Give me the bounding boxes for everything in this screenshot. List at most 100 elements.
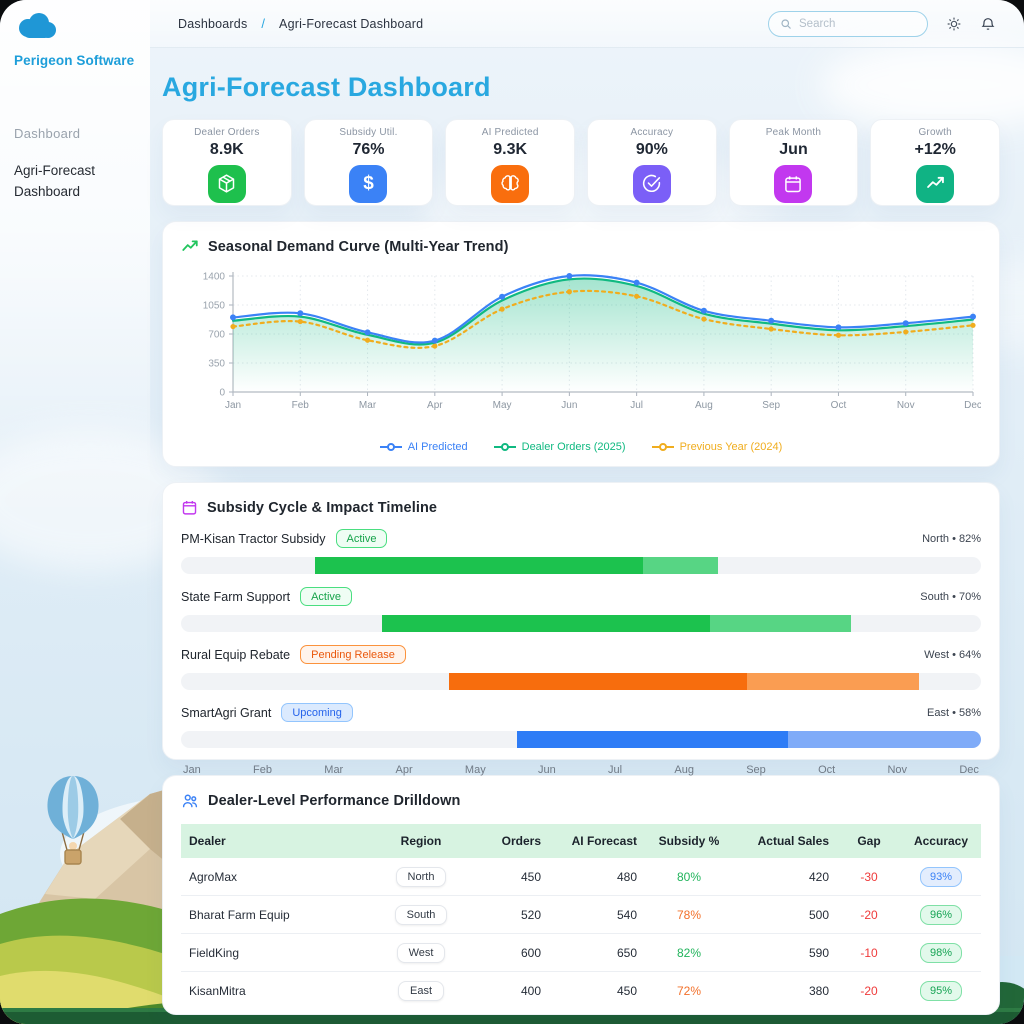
column-header-gap: Gap — [837, 824, 901, 858]
region-percentage-label: West • 64% — [924, 648, 981, 661]
accuracy-pill: 96% — [919, 904, 963, 925]
chart-legend: AI Predicted Dealer Orders (2025) Previo… — [181, 441, 981, 453]
month-label: Apr — [395, 764, 413, 776]
svg-text:700: 700 — [208, 330, 225, 341]
month-label: Aug — [674, 764, 694, 776]
legend-marker — [379, 443, 402, 451]
month-label: Oct — [818, 764, 836, 776]
ai-forecast-value: 480 — [549, 858, 645, 896]
legend-label: AI Predicted — [407, 441, 468, 453]
sidebar-section-label: Dashboard — [14, 126, 81, 141]
dealer-name: AgroMax — [181, 858, 373, 896]
subsidy-percentage: 78% — [645, 895, 733, 934]
breadcrumb-dashboards[interactable]: Dashboards — [178, 16, 248, 31]
sun-icon — [947, 17, 961, 30]
svg-text:1050: 1050 — [203, 301, 226, 312]
timeline-title: Subsidy Cycle & Impact Timeline — [207, 499, 438, 516]
brain-icon — [491, 164, 530, 203]
timeline-bar-light — [788, 731, 981, 748]
kpi-card-peak-month: Peak Month Jun — [728, 119, 859, 206]
svg-text:0: 0 — [219, 388, 225, 399]
orders-value: 450 — [469, 858, 549, 896]
orders-value: 520 — [469, 895, 549, 934]
kpi-card-ai-predicted: AI Predicted 9.3K — [445, 119, 575, 206]
timeline-row-smartagri-grant: SmartAgri Grant Upcoming East • 58% — [181, 703, 981, 748]
kpi-label: AI Predicted — [481, 126, 539, 138]
svg-text:Sep: Sep — [762, 400, 780, 411]
month-label: Feb — [253, 764, 272, 776]
legend-label: Previous Year (2024) — [679, 441, 783, 453]
svg-text:Nov: Nov — [897, 400, 915, 411]
gap-value: -10 — [837, 933, 901, 972]
kpi-label: Subsidy Util. — [339, 126, 398, 138]
svg-text:1400: 1400 — [203, 272, 226, 283]
region-pill: South — [394, 904, 448, 925]
legend-item-ai-predicted[interactable]: AI Predicted — [379, 441, 468, 453]
column-header-region: Region — [373, 824, 469, 858]
gap-value: -20 — [860, 983, 878, 998]
kpi-value: 90% — [635, 140, 668, 158]
dealer-performance-table: Dealer Region Orders AI Forecast Subsidy % Ac… — [181, 824, 981, 1009]
dealer-table-card: Dealer-Level Performance Drilldown Deale… — [162, 775, 1000, 1015]
dollar-icon: $ — [349, 164, 388, 203]
gap-value: -20 — [837, 895, 901, 934]
month-label: Jan — [183, 764, 201, 776]
calendar-icon — [774, 164, 813, 203]
column-header-ai-forecast: AI Forecast — [549, 824, 645, 858]
subsidy-percentage: 72% — [676, 983, 702, 998]
status-badge: Pending Release — [300, 645, 406, 664]
kpi-label: Accuracy — [630, 126, 674, 138]
legend-item-previous-year-2024-[interactable]: Previous Year (2024) — [651, 441, 783, 453]
month-label: Mar — [324, 764, 344, 776]
legend-marker — [493, 443, 516, 451]
column-header-actual-sales: Actual Sales — [733, 824, 837, 858]
month-label: May — [464, 764, 486, 776]
svg-text:Jan: Jan — [225, 400, 241, 411]
timeline-row-pm-kisan-tractor-subsidy: PM-Kisan Tractor Subsidy Active North • … — [181, 529, 981, 574]
seasonal-demand-chart: 0 350 700 1050 1400 Jan Feb Mar Apr May Jun Jul Aug S… — [203, 272, 982, 412]
timeline-bar-track — [181, 557, 981, 574]
timeline-month-axis: Jan Feb Mar Apr May Jun Jul Aug Sep Oct Nov Dec — [181, 764, 981, 776]
timeline-bar-solid — [517, 731, 789, 748]
legend-marker — [651, 443, 674, 451]
region-percentage-label: East • 58% — [927, 706, 981, 719]
theme-toggle-button[interactable] — [946, 16, 962, 32]
status-badge: Upcoming — [281, 703, 353, 722]
accuracy-pill: 93% — [919, 866, 963, 887]
timeline-bar-light — [747, 673, 919, 690]
subsidy-name: SmartAgri Grant — [181, 705, 272, 720]
trend-up-icon — [182, 240, 198, 251]
status-badge: Active — [300, 587, 353, 606]
kpi-label: Peak Month — [765, 126, 822, 138]
timeline-bar-solid — [449, 673, 748, 690]
kpi-value: +12% — [914, 140, 956, 158]
timeline-bar-track — [181, 673, 981, 690]
svg-text:Mar: Mar — [359, 400, 377, 411]
accuracy-pill: 98% — [919, 942, 963, 963]
notifications-button[interactable] — [980, 16, 996, 32]
month-label: Jun — [537, 764, 556, 776]
table-row-agromax: AgroMax North 450 480 80% 420 -30 93% — [181, 858, 981, 896]
sidebar-item-agri-forecast-dashboard[interactable]: Agri-Forecast Dashboard — [14, 163, 96, 199]
package-icon — [207, 164, 246, 203]
subsidy-timeline-card: Subsidy Cycle & Impact Timeline PM-Kisan… — [162, 482, 1000, 776]
kpi-value: 9.3K — [493, 140, 528, 158]
orders-value: 400 — [520, 983, 541, 998]
topbar: Dashboards / Agri-Forecast Dashboard — [150, 0, 1024, 48]
legend-label: Dealer Orders (2025) — [521, 441, 626, 453]
main-content: Agri-Forecast Dashboard Dealer Orders 8.9… — [162, 48, 1000, 1015]
brand-name: Perigeon Software — [14, 53, 135, 68]
seasonal-demand-card: Seasonal Demand Curve (Multi-Year Trend)… — [162, 221, 1000, 467]
ai-forecast-value: 650 — [549, 933, 645, 972]
hot-air-balloon-illustration — [47, 776, 99, 865]
cloud-decoration — [820, 40, 1024, 130]
legend-item-dealer-orders-2025-[interactable]: Dealer Orders (2025) — [493, 441, 626, 453]
subsidy-name: PM-Kisan Tractor Subsidy — [181, 531, 326, 546]
search-input[interactable] — [799, 17, 909, 30]
svg-text:Dec: Dec — [964, 400, 981, 411]
kpi-value: 8.9K — [209, 140, 244, 158]
search-box[interactable] — [768, 10, 928, 37]
gap-value: -30 — [837, 858, 901, 896]
kpi-card-growth: Growth +12% — [870, 119, 1000, 206]
